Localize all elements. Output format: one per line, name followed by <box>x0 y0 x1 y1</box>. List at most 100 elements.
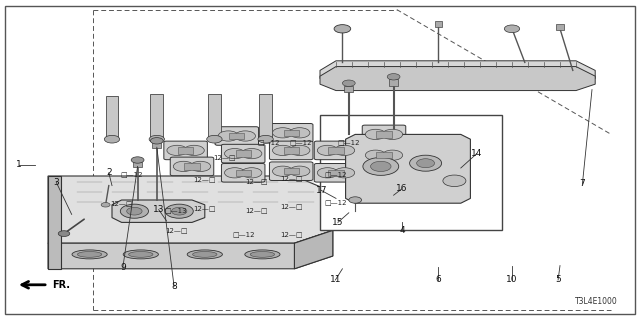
Text: 1: 1 <box>17 160 22 169</box>
FancyBboxPatch shape <box>170 157 214 176</box>
Bar <box>435 21 442 27</box>
Text: □—12: □—12 <box>324 172 348 177</box>
Polygon shape <box>48 176 61 269</box>
Circle shape <box>131 157 144 163</box>
Circle shape <box>149 135 164 143</box>
Text: 11: 11 <box>330 276 341 284</box>
Text: □—12: □—12 <box>289 140 312 145</box>
Bar <box>106 96 118 139</box>
Bar <box>376 152 392 158</box>
Ellipse shape <box>124 250 159 259</box>
Polygon shape <box>320 67 595 91</box>
Text: 5: 5 <box>556 276 561 284</box>
Bar <box>344 86 353 92</box>
Text: 12—□: 12—□ <box>193 205 216 211</box>
Text: 12—□: 12—□ <box>244 207 268 212</box>
Text: T3L4E1000: T3L4E1000 <box>575 297 618 306</box>
Circle shape <box>218 131 239 141</box>
Bar <box>152 142 161 148</box>
Polygon shape <box>48 230 333 269</box>
Text: 12—□: 12—□ <box>244 178 268 184</box>
Circle shape <box>184 145 204 156</box>
Text: □—12: □—12 <box>257 140 280 145</box>
Bar <box>208 94 221 139</box>
FancyBboxPatch shape <box>269 141 313 160</box>
Circle shape <box>334 25 351 33</box>
Text: □—13: □—13 <box>164 207 188 212</box>
Text: 9: 9 <box>120 263 125 272</box>
Circle shape <box>289 145 310 156</box>
Text: 14: 14 <box>471 149 483 158</box>
Bar <box>236 170 251 176</box>
Bar <box>320 115 502 230</box>
Circle shape <box>417 159 435 168</box>
Text: 12—□: 12—□ <box>193 176 216 182</box>
Text: 4: 4 <box>399 226 404 235</box>
Circle shape <box>371 161 391 172</box>
Bar <box>389 79 398 86</box>
Text: 12—□: 12—□ <box>110 200 133 206</box>
Circle shape <box>167 145 188 156</box>
Polygon shape <box>294 230 333 269</box>
Ellipse shape <box>244 250 280 259</box>
Bar <box>328 170 344 176</box>
Bar <box>284 168 299 174</box>
FancyBboxPatch shape <box>314 164 358 182</box>
Text: 12—□: 12—□ <box>212 154 236 160</box>
Circle shape <box>387 74 400 80</box>
Circle shape <box>317 168 338 178</box>
Bar <box>133 162 142 167</box>
Circle shape <box>173 161 194 172</box>
Polygon shape <box>346 134 470 203</box>
Text: 12—□: 12—□ <box>280 175 303 180</box>
Text: □—12: □—12 <box>337 140 360 145</box>
Circle shape <box>58 231 70 236</box>
Ellipse shape <box>129 252 153 257</box>
Circle shape <box>225 148 245 159</box>
Circle shape <box>241 168 262 178</box>
Circle shape <box>127 207 142 215</box>
Ellipse shape <box>250 252 275 257</box>
FancyBboxPatch shape <box>221 144 265 163</box>
Polygon shape <box>320 61 595 85</box>
Text: 12—□: 12—□ <box>280 231 303 236</box>
Circle shape <box>273 145 293 156</box>
Circle shape <box>443 175 466 187</box>
FancyBboxPatch shape <box>314 141 358 160</box>
Circle shape <box>150 138 163 144</box>
Circle shape <box>207 135 222 143</box>
Circle shape <box>365 150 386 160</box>
Circle shape <box>165 204 193 218</box>
Text: 12—□: 12—□ <box>164 228 188 233</box>
FancyBboxPatch shape <box>269 124 313 142</box>
FancyBboxPatch shape <box>221 164 265 182</box>
Bar <box>259 94 272 139</box>
Ellipse shape <box>188 250 223 259</box>
Polygon shape <box>112 200 205 222</box>
Text: □—12: □—12 <box>120 172 143 177</box>
Text: 6: 6 <box>436 276 441 284</box>
Text: 17: 17 <box>316 186 327 195</box>
Bar <box>178 147 193 154</box>
Circle shape <box>273 128 293 138</box>
FancyBboxPatch shape <box>269 162 313 180</box>
FancyBboxPatch shape <box>215 127 259 145</box>
Ellipse shape <box>193 252 217 257</box>
Text: 3: 3 <box>54 178 59 187</box>
Circle shape <box>289 166 310 176</box>
Ellipse shape <box>77 252 102 257</box>
Circle shape <box>334 145 355 156</box>
Text: 10: 10 <box>506 276 518 284</box>
Text: FR.: FR. <box>52 280 70 290</box>
Circle shape <box>349 197 362 203</box>
Circle shape <box>342 80 355 86</box>
Text: 13: 13 <box>153 205 164 214</box>
Circle shape <box>120 204 148 218</box>
Text: 16: 16 <box>396 184 408 193</box>
Circle shape <box>289 128 310 138</box>
Bar <box>284 130 299 136</box>
Circle shape <box>334 168 355 178</box>
Bar <box>229 133 244 139</box>
Text: □—12: □—12 <box>324 199 348 204</box>
Circle shape <box>317 145 338 156</box>
